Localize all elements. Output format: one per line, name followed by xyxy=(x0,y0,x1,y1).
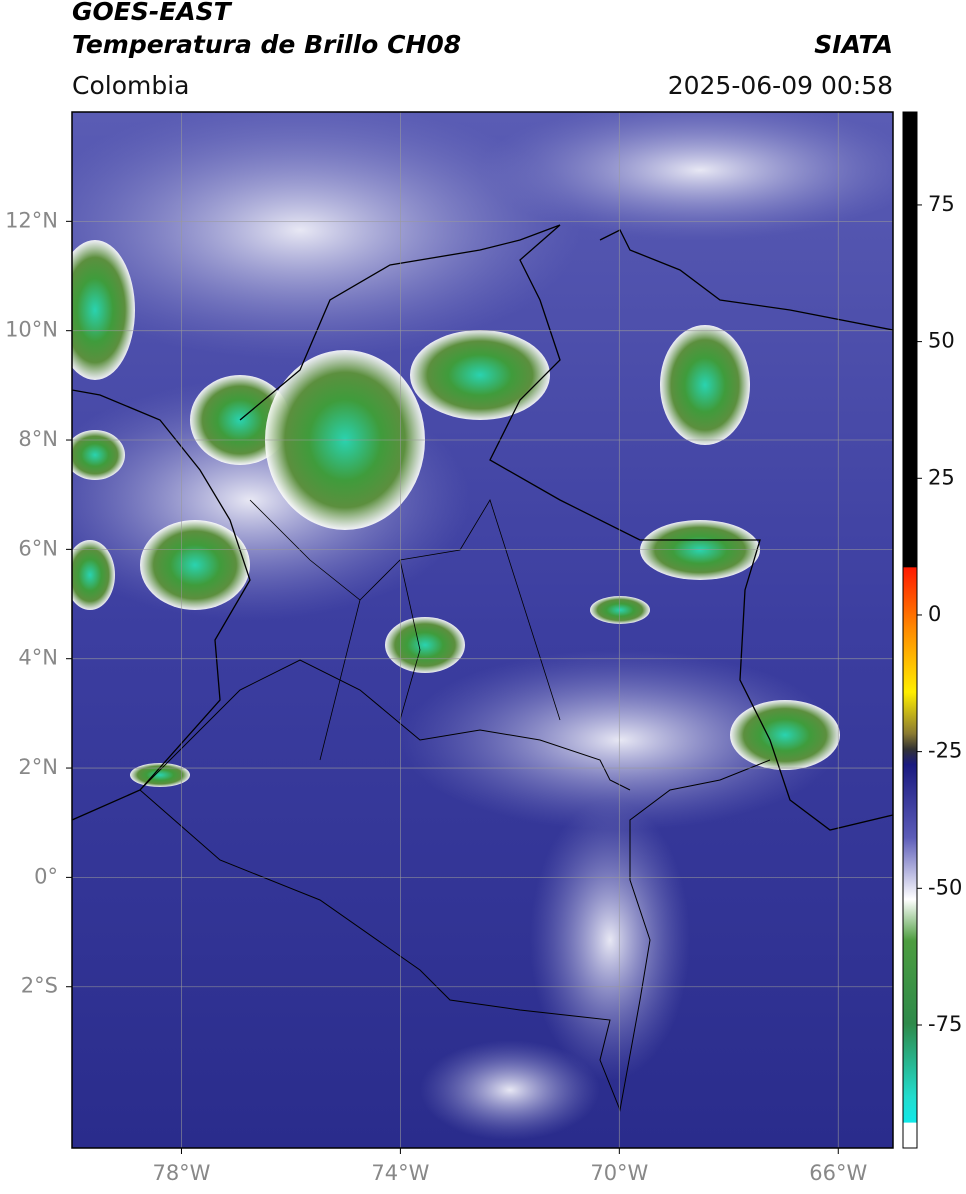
satellite-image xyxy=(72,112,893,1148)
x-tick-label: 66°W xyxy=(809,1161,867,1185)
y-tick-label: 6°N xyxy=(18,536,58,560)
y-tick-label: 2°S xyxy=(21,974,58,998)
y-tick-label: 0° xyxy=(34,864,58,888)
x-tick-label: 70°W xyxy=(590,1161,648,1185)
timestamp: 2025-06-09 00:58 xyxy=(668,71,893,100)
x-tick-label: 78°W xyxy=(152,1161,210,1185)
map-frame xyxy=(71,111,894,1149)
title: GOES-EAST xyxy=(72,0,233,26)
colorbar-label: -75 xyxy=(928,1012,962,1036)
brand: SIATA xyxy=(814,30,893,59)
region: Colombia xyxy=(72,71,189,100)
y-tick-label: 10°N xyxy=(5,318,58,342)
colorbar xyxy=(902,111,918,1149)
colorbar-label: -50 xyxy=(928,875,962,899)
colorbar-label: 75 xyxy=(928,192,955,216)
y-tick-label: 8°N xyxy=(18,427,58,451)
y-tick-label: 4°N xyxy=(18,646,58,670)
x-tick-label: 74°W xyxy=(371,1161,429,1185)
y-tick-label: 2°N xyxy=(18,755,58,779)
colorbar-label: 25 xyxy=(928,465,955,489)
graticule xyxy=(72,112,893,1148)
y-tick-label: 12°N xyxy=(5,208,58,232)
colorbar-label: 50 xyxy=(928,329,955,353)
subtitle: Temperatura de Brillo CH08 xyxy=(72,30,461,59)
colorbar-label: -25 xyxy=(928,739,962,763)
colorbar-label: 0 xyxy=(928,602,941,626)
